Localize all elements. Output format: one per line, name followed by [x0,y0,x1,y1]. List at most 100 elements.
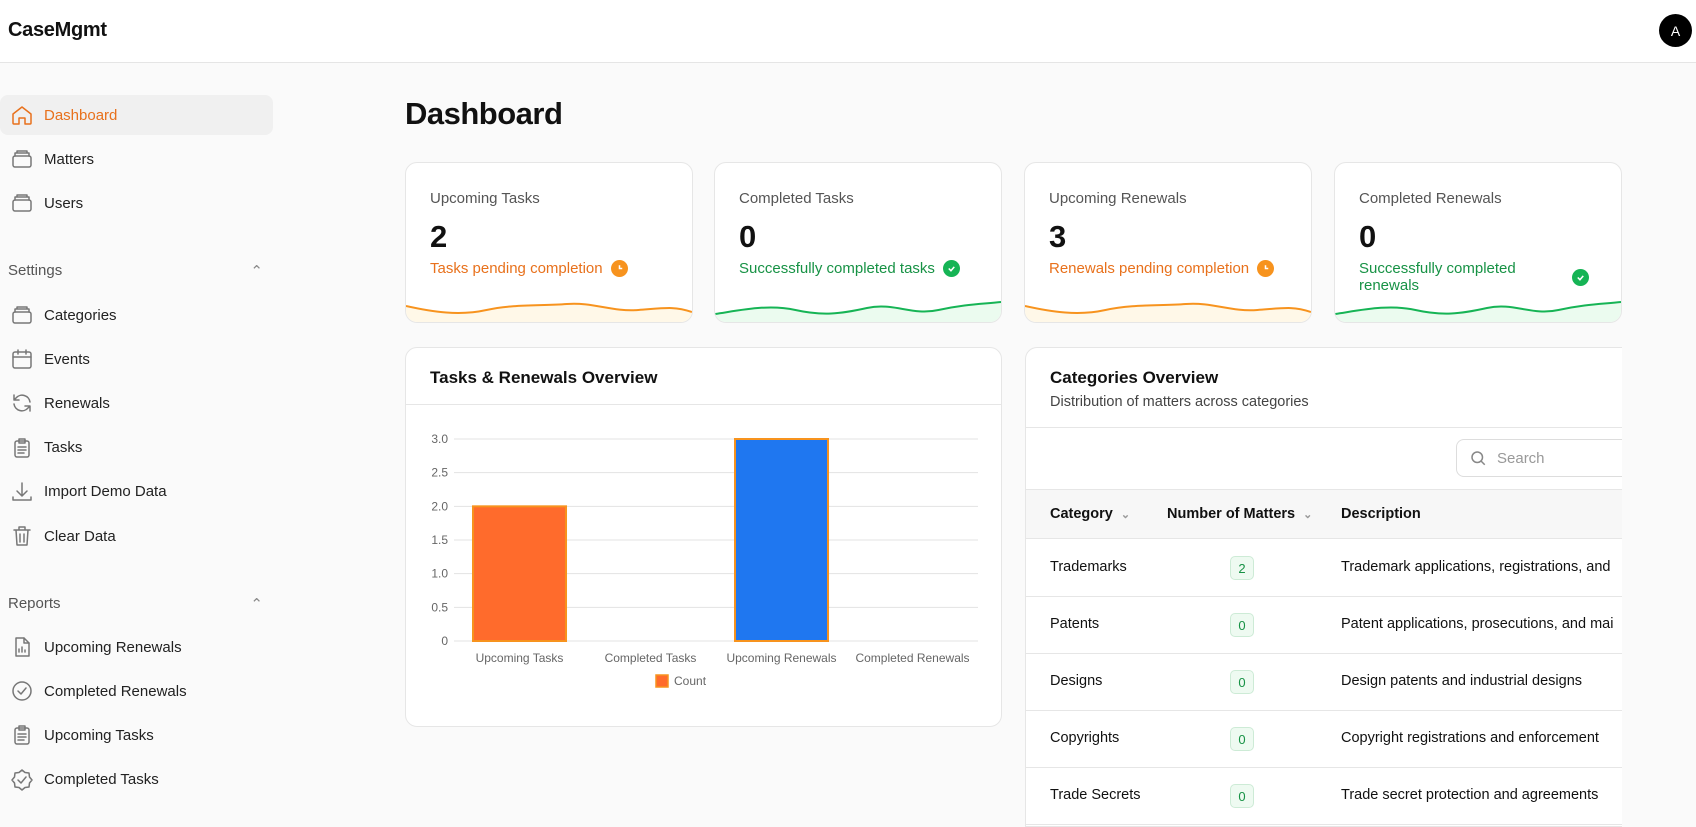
page-title: Dashboard [405,96,563,131]
sidebar-item-categories[interactable]: Categories [0,295,273,335]
category-name: Trade Secrets [1050,787,1141,803]
sparkline-wave [406,302,692,322]
category-description: Copyright registrations and enforcement [1341,730,1599,746]
sidebar-item-label: Categories [44,306,117,324]
sidebar-item-label: Users [44,194,84,212]
sidebar-item-completed-tasks[interactable]: Completed Tasks [0,760,273,800]
chevron-up-icon: ⌃ [250,263,263,280]
check-circle-icon [1572,268,1589,286]
table-row[interactable]: Patents 0 Patent applications, prosecution… [1026,597,1622,654]
category-description: Patent applications, prosecutions, and m… [1341,616,1614,632]
column-number-of-matters[interactable]: Number of Matters ⌄ [1167,506,1312,522]
matter-count-badge: 2 [1230,556,1254,580]
clock-icon [610,260,628,277]
section-label: Settings [8,262,63,279]
sidebar-item-events[interactable]: Events [0,339,273,379]
sidebar-item-label: Tasks [44,439,83,457]
settings-section-toggle[interactable]: Settings ⌃ [8,262,263,280]
table-row[interactable]: Trade Secrets 0 Trade secret protection an… [1026,768,1622,825]
sidebar-item-upcoming-tasks[interactable]: Upcoming Tasks [0,715,273,755]
y-tick-label: 2.5 [431,466,448,480]
sidebar-item-clear-data[interactable]: Clear Data [0,516,273,556]
category-name: Patents [1050,616,1100,632]
bar-chart: 0 0.5 1.0 1.5 2.0 2.5 3.0 Upcoming Tasks Complet… [431,432,978,688]
trash-icon [13,526,31,546]
avatar[interactable]: A [1659,14,1692,47]
stat-subtitle: Tasks pending completion [430,260,603,277]
categories-card: Categories Overview Distribution of matt… [1025,347,1622,827]
chevron-down-icon: ⌄ [1120,508,1131,521]
top-bar: CaseMgmt A [0,0,1696,63]
stat-card-completed-tasks: Completed Tasks 0 Successfully completed t… [714,162,1002,323]
section-label: Reports [8,595,61,612]
stat-subtitle: Renewals pending completion [1049,260,1250,277]
chevron-down-icon: ⌄ [1303,508,1313,521]
sidebar-item-label: Import Demo Data [44,483,167,501]
category-name: Copyrights [1050,730,1120,746]
download-icon [12,482,32,501]
archive-icon [12,194,32,212]
divider [1026,427,1622,428]
legend-label: Count [674,674,707,688]
stat-card-completed-renewals: Completed Renewals 0 Successfully complete… [1334,162,1622,323]
x-tick-label: Completed Renewals [855,651,969,665]
stat-value: 0 [739,219,757,254]
matter-count-badge: 0 [1230,613,1254,637]
sidebar-item-matters[interactable]: Matters [0,139,273,179]
report-icon [15,637,30,657]
check-circle-icon [942,260,960,277]
sidebar-item-label: Dashboard [44,106,118,124]
sidebar-item-users[interactable]: Users [0,183,273,223]
search-input[interactable]: Search [1456,439,1622,477]
legend-swatch [655,674,669,688]
sidebar-item-label: Upcoming Tasks [44,726,154,744]
sidebar-item-label: Completed Renewals [44,682,187,700]
table-row[interactable]: Designs 0 Design patents and industrial de… [1026,654,1622,711]
categories-title: Categories Overview [1050,368,1219,387]
matter-count-badge: 0 [1230,670,1254,694]
refresh-icon [13,394,31,413]
categories-subtitle: Distribution of matters across categorie… [1050,394,1309,410]
divider [406,404,1001,405]
y-tick-label: 2.0 [431,499,448,513]
y-tick-label: 3.0 [431,432,448,446]
brand-logo[interactable]: CaseMgmt [8,19,107,41]
y-tick-label: 0 [441,634,448,648]
sidebar-item-renewals[interactable]: Renewals [0,383,273,423]
column-label: Description [1341,506,1421,522]
table-header: Category ⌄ Number of Matters ⌄ Description [1026,489,1622,539]
search-placeholder: Search [1497,449,1545,467]
bar-upcoming-renewals [733,438,830,642]
category-description: Trademark applications, registrations, a… [1341,559,1611,575]
stat-label: Upcoming Tasks [430,190,540,207]
sidebar-item-label: Events [44,350,90,368]
column-category[interactable]: Category ⌄ [1050,506,1130,522]
search-icon [1471,451,1486,466]
calendar-icon [12,349,32,369]
table-row[interactable]: Copyrights 0 Copyright registrations and e… [1026,711,1622,768]
reports-section-toggle[interactable]: Reports ⌃ [8,595,263,613]
clipboard-icon [14,725,30,746]
matter-count-badge: 0 [1230,727,1254,751]
x-tick-label: Upcoming Renewals [726,651,836,665]
category-description: Trade secret protection and agreements [1341,787,1599,803]
sparkline-wave [1335,301,1621,322]
x-tick-label: Upcoming Tasks [476,651,564,665]
matter-count-badge: 0 [1230,784,1254,808]
stat-value: 2 [430,219,448,254]
sidebar-item-import-demo-data[interactable]: Import Demo Data [0,472,273,512]
chart-title: Tasks & Renewals Overview [430,368,658,387]
stat-label: Completed Renewals [1359,190,1502,207]
sidebar-item-upcoming-renewals[interactable]: Upcoming Renewals [0,627,273,667]
sidebar-item-completed-renewals[interactable]: Completed Renewals [0,671,273,711]
table-row[interactable]: Trademarks 2 Trademark applications, regis… [1026,540,1622,597]
clipboard-icon [14,437,30,458]
sidebar-item-label: Matters [44,150,95,168]
column-label: Number of Matters [1167,506,1296,522]
sidebar-item-dashboard[interactable]: Dashboard [0,95,273,135]
archive-icon [12,306,32,324]
clock-icon [1257,260,1275,277]
chart-card: Tasks & Renewals Overview 0 0.5 1.0 1.5 2.0 2… [405,347,1002,727]
sparkline-wave [715,301,1001,322]
sidebar-item-tasks[interactable]: Tasks [0,428,273,468]
